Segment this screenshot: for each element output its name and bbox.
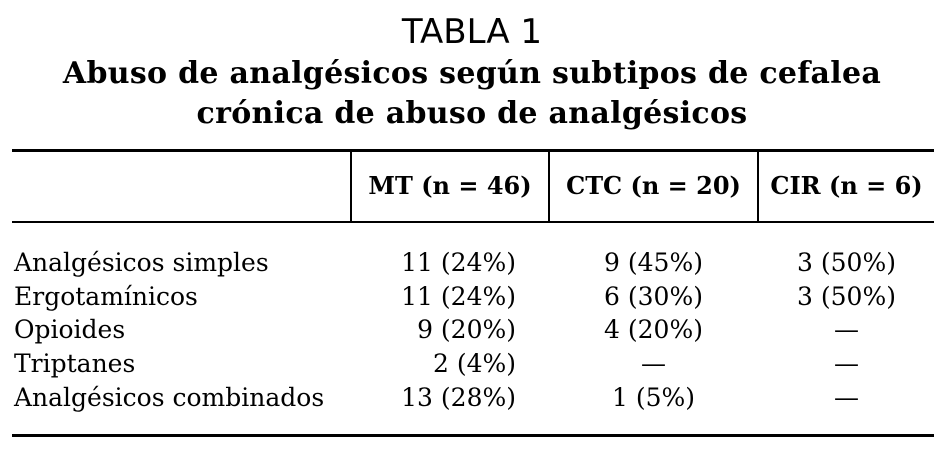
table-top-rule — [12, 149, 934, 152]
cell-mt: 9 (20%) — [417, 315, 516, 344]
table-title-line-1: Abuso de analgésicos según subtipos de c… — [62, 56, 882, 91]
table-bottom-rule — [12, 434, 934, 437]
cell-ctc: 6 (30%) — [604, 282, 703, 311]
cell-mt: 11 (24%) — [401, 248, 516, 277]
cell-ctc: 4 (20%) — [604, 315, 703, 344]
cell-mt: 2 (4%) — [432, 349, 516, 378]
header-bottom-rule — [12, 221, 934, 223]
cell-ctc: 9 (45%) — [604, 248, 703, 277]
row-label: Ergotamínicos — [14, 282, 198, 311]
header-divider-2 — [548, 152, 550, 221]
table-number-label: TABLA 1 — [401, 12, 543, 52]
row-label: Triptanes — [14, 349, 136, 378]
cell-ctc: — — [641, 349, 666, 378]
cell-mt: 11 (24%) — [401, 282, 516, 311]
row-label: Analgésicos combinados — [14, 383, 325, 412]
header-divider-1 — [350, 152, 352, 221]
cell-cir: 3 (50%) — [797, 282, 896, 311]
row-label: Opioides — [14, 315, 126, 344]
cell-cir: 3 (50%) — [797, 248, 896, 277]
cell-cir: — — [834, 315, 859, 344]
table-row: Triptanes 2 (4%) — — — [0, 347, 944, 381]
row-label: Analgésicos simples — [14, 248, 269, 277]
table-row: Analgésicos simples 11 (24%) 9 (45%) 3 (… — [0, 246, 944, 280]
table-row: Analgésicos combinados 13 (28%) 1 (5%) — — [0, 381, 944, 415]
column-header-mt: MT (n = 46) — [368, 171, 532, 200]
cell-mt: 13 (28%) — [401, 383, 516, 412]
cell-cir: — — [834, 383, 859, 412]
cell-ctc: 1 (5%) — [611, 383, 696, 412]
column-header-cir: CIR (n = 6) — [770, 171, 923, 200]
column-header-ctc: CTC (n = 20) — [566, 171, 741, 200]
table-row: Ergotamínicos 11 (24%) 6 (30%) 3 (50%) — [0, 280, 944, 314]
header-divider-3 — [757, 152, 759, 221]
table-title-line-2: crónica de abuso de analgésicos — [196, 96, 748, 131]
table-row: Opioides 9 (20%) 4 (20%) — — [0, 313, 944, 347]
cell-cir: — — [834, 349, 859, 378]
